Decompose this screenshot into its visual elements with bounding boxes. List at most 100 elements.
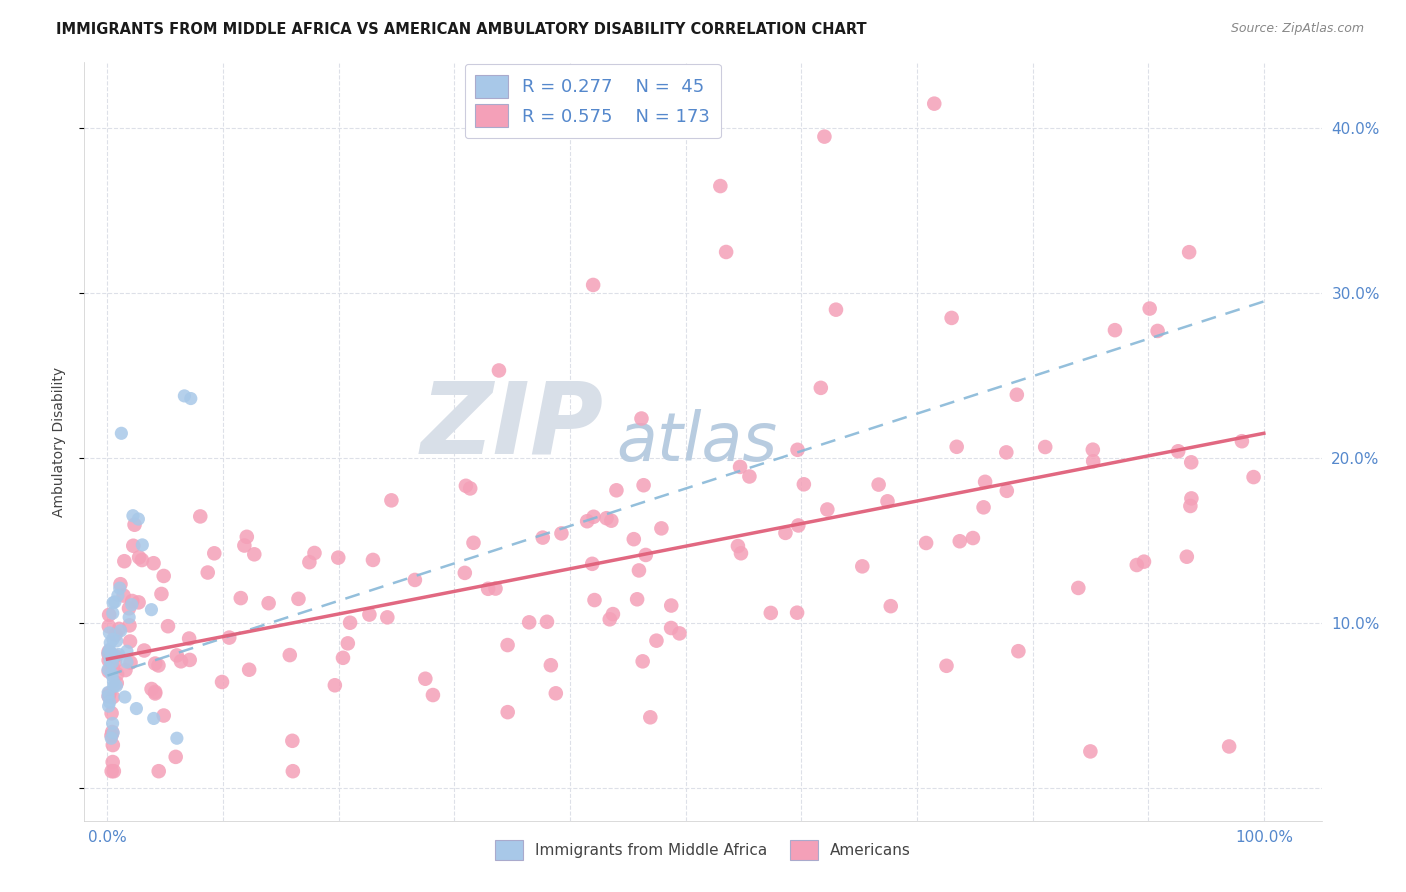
Point	[1005, 388, 1028, 402]
Point	[218, 631, 240, 645]
Point	[97, 685, 120, 699]
Point	[868, 477, 890, 491]
Point	[98, 626, 121, 640]
Point	[115, 655, 138, 669]
Point	[107, 648, 129, 662]
Point	[103, 764, 125, 779]
Point	[825, 302, 848, 317]
Point	[122, 539, 145, 553]
Point	[730, 546, 752, 560]
Point	[600, 514, 623, 528]
Point	[815, 502, 838, 516]
Point	[112, 554, 135, 568]
Point	[100, 731, 122, 746]
Point	[659, 599, 682, 613]
Text: ZIP: ZIP	[420, 378, 605, 475]
Point	[1007, 644, 1029, 658]
Point	[211, 675, 233, 690]
Point	[484, 582, 506, 596]
Point	[786, 442, 808, 457]
Point	[287, 591, 309, 606]
Point	[100, 764, 122, 779]
Point	[104, 654, 127, 668]
Text: atlas: atlas	[616, 409, 778, 475]
Point	[922, 96, 945, 111]
Point	[477, 582, 499, 596]
Point	[876, 494, 898, 508]
Point	[727, 539, 749, 553]
Point	[1180, 499, 1202, 513]
Point	[128, 550, 150, 565]
Point	[118, 634, 141, 648]
Point	[536, 615, 558, 629]
Point	[458, 482, 481, 496]
Point	[97, 690, 120, 704]
Point	[101, 660, 124, 674]
Point	[1180, 455, 1202, 469]
Point	[110, 426, 132, 441]
Point	[104, 648, 127, 663]
Point	[962, 531, 984, 545]
Point	[759, 606, 782, 620]
Point	[640, 710, 662, 724]
Point	[1139, 301, 1161, 316]
Point	[454, 566, 477, 580]
Point	[359, 607, 381, 622]
Text: IMMIGRANTS FROM MIDDLE AFRICA VS AMERICAN AMBULATORY DISABILITY CORRELATION CHAR: IMMIGRANTS FROM MIDDLE AFRICA VS AMERICA…	[56, 22, 868, 37]
Point	[97, 653, 120, 667]
Point	[336, 636, 359, 650]
Point	[949, 534, 972, 549]
Point	[114, 663, 136, 677]
Point	[114, 690, 136, 704]
Point	[1218, 739, 1240, 754]
Point	[121, 594, 143, 608]
Point	[125, 701, 148, 715]
Point	[454, 479, 477, 493]
Point	[634, 548, 657, 562]
Point	[101, 632, 124, 647]
Point	[173, 389, 195, 403]
Point	[583, 593, 606, 607]
Point	[630, 411, 652, 425]
Point	[1175, 549, 1198, 564]
Point	[170, 654, 193, 668]
Point	[599, 612, 621, 626]
Point	[298, 555, 321, 569]
Point	[602, 607, 624, 621]
Point	[101, 726, 124, 740]
Point	[143, 685, 166, 699]
Point	[141, 602, 163, 616]
Point	[104, 627, 127, 641]
Point	[581, 557, 603, 571]
Point	[148, 764, 170, 779]
Point	[98, 607, 121, 622]
Point	[197, 566, 219, 580]
Point	[623, 532, 645, 546]
Y-axis label: Ambulatory Disability: Ambulatory Disability	[52, 367, 66, 516]
Point	[98, 642, 121, 657]
Point	[332, 650, 354, 665]
Point	[101, 716, 124, 731]
Point	[150, 587, 173, 601]
Point	[544, 686, 567, 700]
Point	[104, 595, 127, 609]
Point	[100, 729, 122, 743]
Point	[995, 483, 1018, 498]
Point	[188, 509, 211, 524]
Point	[98, 636, 121, 650]
Point	[1067, 581, 1090, 595]
Point	[793, 477, 815, 491]
Point	[974, 475, 997, 489]
Point	[496, 705, 519, 719]
Point	[101, 755, 124, 769]
Point	[738, 469, 761, 483]
Point	[243, 547, 266, 561]
Point	[101, 690, 124, 704]
Point	[550, 526, 572, 541]
Point	[142, 711, 165, 725]
Point	[101, 656, 124, 670]
Point	[118, 610, 141, 624]
Point	[98, 686, 121, 700]
Point	[101, 668, 124, 682]
Point	[1104, 323, 1126, 337]
